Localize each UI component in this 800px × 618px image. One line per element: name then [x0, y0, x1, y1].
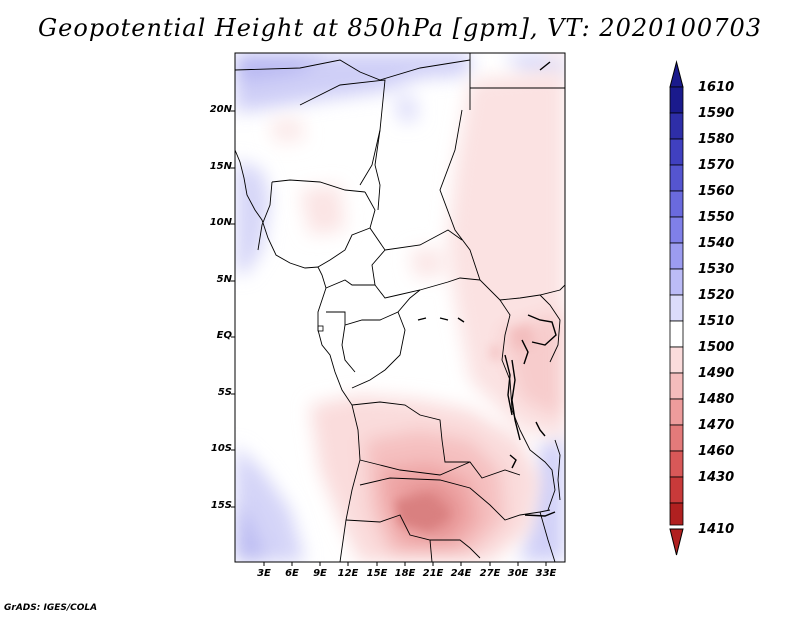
colorbar-label: 1530 [698, 262, 735, 277]
colorbar-top-arrow [669, 60, 684, 88]
lon-label: 3E [257, 568, 271, 579]
colorbar-label: 1550 [698, 210, 735, 225]
colorbar-cell [669, 242, 684, 270]
colorbar [669, 60, 684, 556]
colorbar-cell [669, 268, 684, 296]
lakes [417, 61, 557, 517]
colorbar-label: 1480 [698, 392, 735, 407]
height-field [235, 53, 565, 562]
lat-label: 5S [217, 387, 232, 398]
lon-label: 21E [422, 568, 444, 579]
lon-label: 6E [285, 568, 299, 579]
colorbar-cell [669, 216, 684, 244]
lat-ticks [231, 110, 235, 508]
lon-label: 18E [394, 568, 416, 579]
lat-label: 10N [209, 217, 232, 228]
colorbar-label: 1590 [698, 106, 735, 121]
map-title: Geopotential Height at 850hPa [gpm], VT:… [38, 14, 762, 42]
colorbar-cell [669, 164, 684, 192]
colorbar-cell [669, 346, 684, 374]
lon-label: 33E [535, 568, 557, 579]
colorbar-cell [669, 112, 684, 140]
colorbar-bottom-arrow [669, 528, 684, 556]
colorbar-label: 1570 [698, 158, 735, 173]
colorbar-label: 1580 [698, 132, 735, 147]
lon-label: 15E [366, 568, 388, 579]
colorbar-label: 1500 [698, 340, 735, 355]
colorbar-label: 1410 [698, 522, 735, 537]
colorbar-label: 1510 [698, 314, 735, 329]
colorbar-label: 1460 [698, 444, 735, 459]
colorbar-cell [669, 502, 684, 526]
country-borders [235, 53, 565, 562]
colorbar-label: 1560 [698, 184, 735, 199]
lon-label: 27E [479, 568, 501, 579]
colorbar-cell [669, 190, 684, 218]
lon-label: 12E [337, 568, 359, 579]
colorbar-cell [669, 450, 684, 478]
map-frame [234, 52, 566, 563]
lon-ticks [263, 562, 547, 566]
lat-label: 15S [210, 500, 232, 511]
colorbar-label: 1490 [698, 366, 735, 381]
colorbar-label: 1470 [698, 418, 735, 433]
lat-label: 5N [216, 274, 232, 285]
colorbar-cell [669, 398, 684, 426]
colorbar-cell [669, 320, 684, 348]
colorbar-label: 1540 [698, 236, 735, 251]
lat-label: 15N [209, 161, 232, 172]
lon-label: 30E [507, 568, 529, 579]
colorbar-label: 1430 [698, 470, 735, 485]
lat-label: 20N [209, 104, 232, 115]
colorbar-cell [669, 86, 684, 114]
credit-text: GrADS: IGES/COLA [4, 603, 98, 613]
colorbar-cell [669, 476, 684, 504]
lat-label: EQ [216, 330, 232, 341]
lon-label: 24E [450, 568, 472, 579]
colorbar-cell [669, 424, 684, 452]
lon-label: 9E [313, 568, 327, 579]
lat-label: 10S [210, 443, 232, 454]
colorbar-label: 1520 [698, 288, 735, 303]
colorbar-cell [669, 294, 684, 322]
colorbar-cell [669, 138, 684, 166]
colorbar-label: 1610 [698, 80, 735, 95]
colorbar-cell [669, 372, 684, 400]
